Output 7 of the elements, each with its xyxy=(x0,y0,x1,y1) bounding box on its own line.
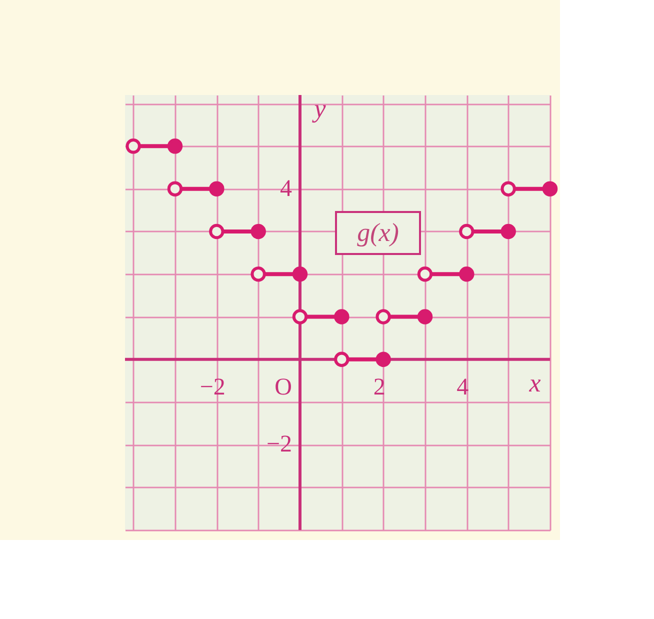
x-tick-label: −2 xyxy=(200,374,226,400)
annotation: g(x) xyxy=(357,218,399,247)
y-axis-title: y xyxy=(311,94,326,123)
x-tick-label: 4 xyxy=(456,374,469,400)
x-axis-title: x xyxy=(528,368,542,398)
annotation: O xyxy=(274,374,292,400)
x-tick-label: 2 xyxy=(373,374,386,400)
